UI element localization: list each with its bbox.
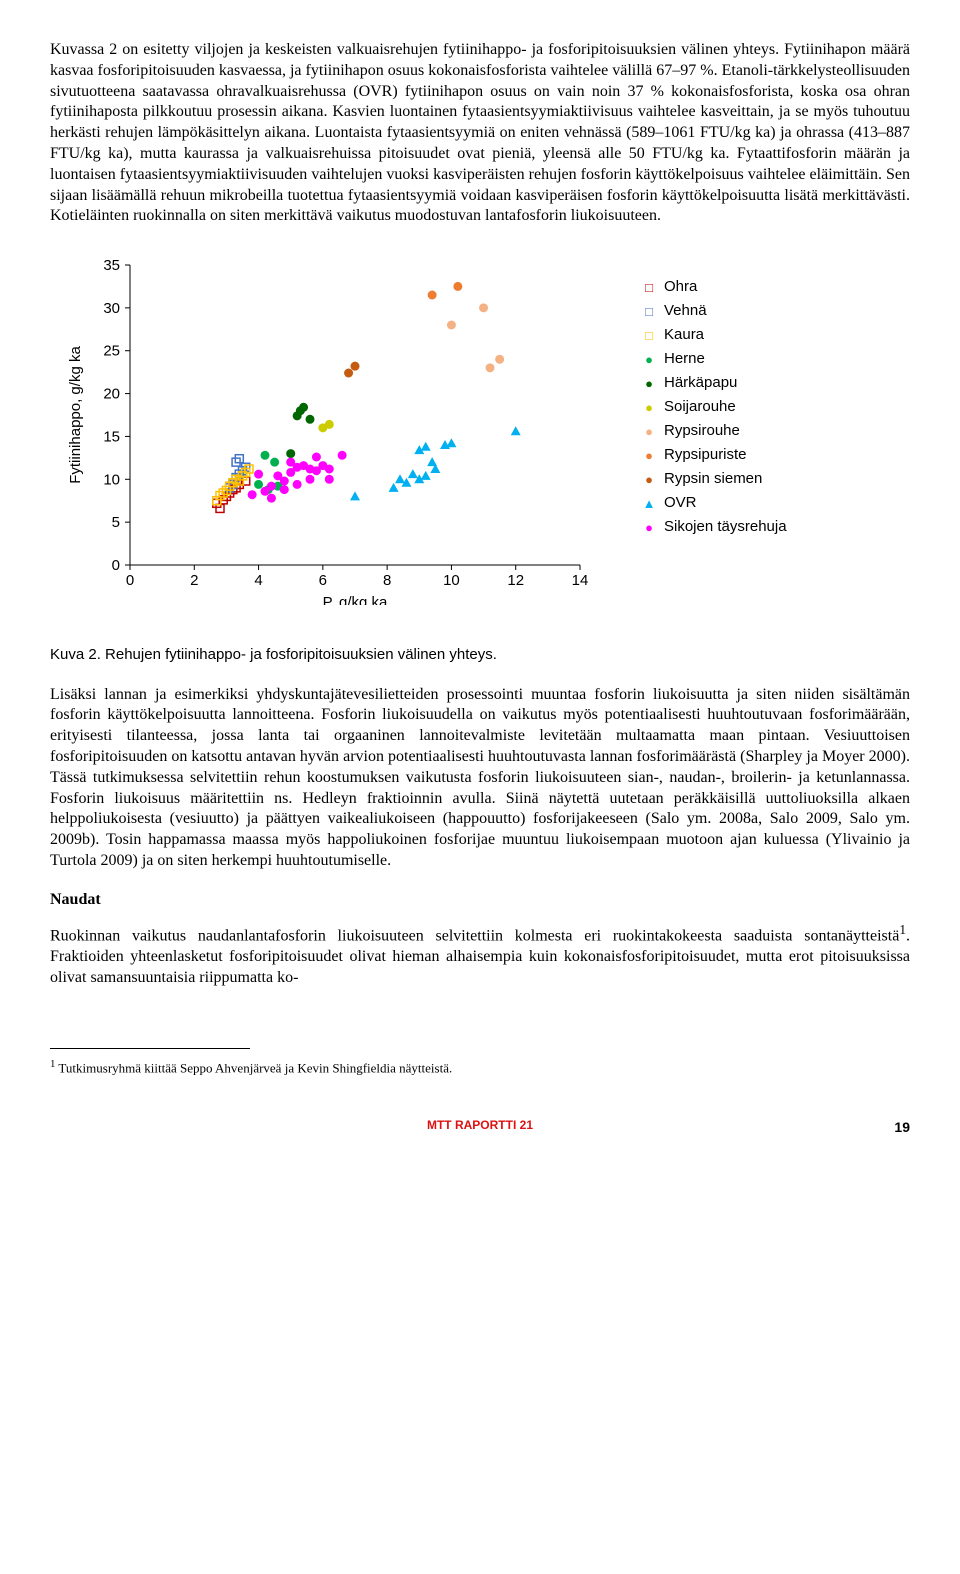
svg-text:10: 10 — [103, 471, 120, 488]
legend-label: Sikojen täysrehuja — [664, 517, 787, 537]
svg-text:Fytiinihappo, g/kg ka: Fytiinihappo, g/kg ka — [67, 346, 84, 484]
legend-marker-icon: ● — [640, 473, 658, 486]
legend-item: ● Herne — [640, 347, 787, 371]
svg-text:20: 20 — [103, 386, 120, 403]
svg-text:4: 4 — [254, 572, 262, 589]
legend-marker-icon: □ — [640, 329, 658, 342]
svg-text:14: 14 — [572, 572, 589, 589]
scatter-chart-figure: 0 5 10 15 20 25 30 35 0 2 4 6 8 10 12 14 P, g/kg ka Fytii… — [50, 245, 810, 625]
legend-item: ● Soijarouhe — [640, 395, 787, 419]
legend-marker-icon: ● — [640, 425, 658, 438]
svg-text:2: 2 — [190, 572, 198, 589]
legend-item: □ Kaura — [640, 323, 787, 347]
footer-report: MTT RAPORTTI 21 — [427, 1118, 533, 1132]
legend-label: Soijarouhe — [664, 397, 736, 417]
legend-label: Herne — [664, 349, 705, 369]
legend-item: □ Vehnä — [640, 299, 787, 323]
figure-caption: Kuva 2. Rehujen fytiinihappo- ja fosfori… — [50, 645, 910, 665]
svg-text:25: 25 — [103, 343, 120, 360]
legend-label: Härkäpapu — [664, 373, 737, 393]
svg-text:P, g/kg ka: P, g/kg ka — [323, 594, 388, 605]
legend-label: Kaura — [664, 325, 704, 345]
footnote-text: 1 Tutkimusryhmä kiittää Seppo Ahvenjärve… — [50, 1057, 910, 1077]
paragraph-1: Kuvassa 2 on esitetty viljojen ja keskei… — [50, 40, 910, 227]
svg-text:8: 8 — [383, 572, 391, 589]
legend-label: Ohra — [664, 277, 697, 297]
chart-legend: □ Ohra □ Vehnä □ Kaura ● Herne ● Härkäpapu ● Soijar… — [640, 275, 787, 539]
scatter-chart-svg: 0 5 10 15 20 25 30 35 0 2 4 6 8 10 12 14 P, g/kg ka Fytii… — [50, 245, 610, 605]
legend-marker-icon: ● — [640, 377, 658, 390]
legend-label: Rypsirouhe — [664, 421, 740, 441]
legend-label: Vehnä — [664, 301, 707, 321]
paragraph-2: Lisäksi lannan ja esimerkiksi yhdyskunta… — [50, 685, 910, 872]
legend-item: ● Rypsirouhe — [640, 419, 787, 443]
legend-label: Rypsipuriste — [664, 445, 747, 465]
legend-item: ● Rypsipuriste — [640, 443, 787, 467]
p3-pre: Ruokinnan vaikutus naudanlantafosforin l… — [50, 927, 899, 944]
svg-text:6: 6 — [319, 572, 327, 589]
paragraph-3: Ruokinnan vaikutus naudanlantafosforin l… — [50, 921, 910, 989]
legend-item: ● Härkäpapu — [640, 371, 787, 395]
svg-text:15: 15 — [103, 429, 120, 446]
page-number: 19 — [894, 1118, 910, 1136]
legend-label: Rypsin siemen — [664, 469, 762, 489]
legend-item: ● Sikojen täysrehuja — [640, 515, 787, 539]
svg-text:0: 0 — [112, 557, 120, 574]
svg-text:5: 5 — [112, 514, 120, 531]
legend-marker-icon: ● — [640, 401, 658, 414]
page-footer: MTT RAPORTTI 21 19 — [50, 1118, 910, 1134]
legend-marker-icon: ▲ — [640, 497, 658, 510]
legend-item: ● Rypsin siemen — [640, 467, 787, 491]
legend-marker-icon: □ — [640, 305, 658, 318]
svg-text:10: 10 — [443, 572, 460, 589]
legend-marker-icon: ● — [640, 521, 658, 534]
footnote-body: Tutkimusryhmä kiittää Seppo Ahvenjärveä … — [55, 1061, 452, 1076]
legend-marker-icon: □ — [640, 281, 658, 294]
legend-item: ▲ OVR — [640, 491, 787, 515]
svg-text:0: 0 — [126, 572, 134, 589]
footnote-ref: 1 — [899, 922, 906, 937]
legend-marker-icon: ● — [640, 353, 658, 366]
section-heading-naudat: Naudat — [50, 890, 910, 911]
footnote-rule — [50, 1048, 250, 1049]
legend-marker-icon: ● — [640, 449, 658, 462]
svg-text:30: 30 — [103, 300, 120, 317]
legend-label: OVR — [664, 493, 697, 513]
svg-text:35: 35 — [103, 257, 120, 274]
legend-item: □ Ohra — [640, 275, 787, 299]
svg-text:12: 12 — [507, 572, 524, 589]
